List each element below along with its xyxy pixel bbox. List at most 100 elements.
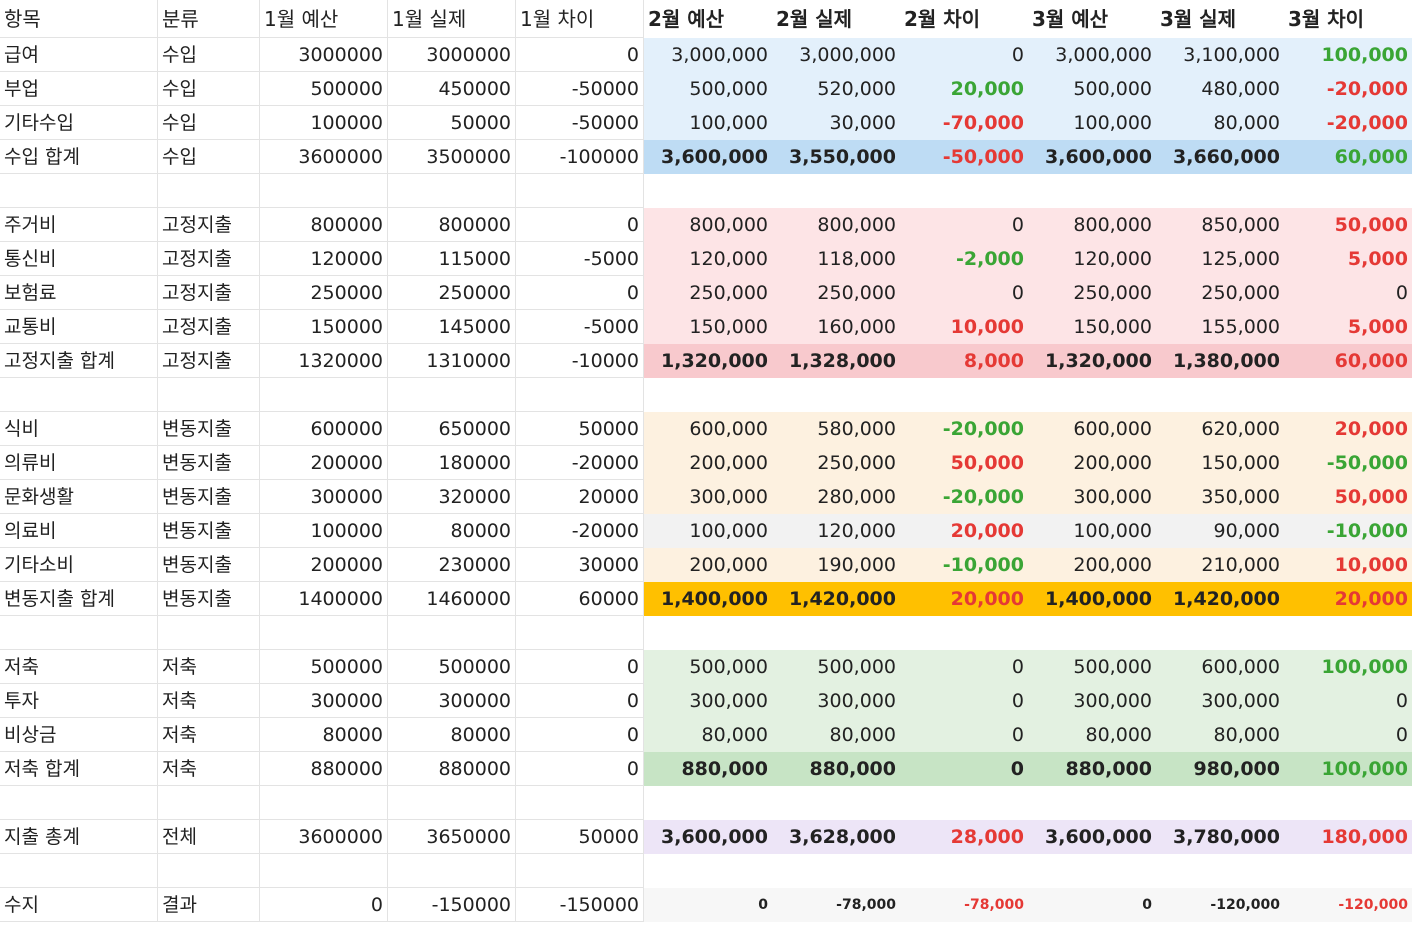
cell: 500000 [260,650,388,684]
difference-cell: -10,000 [900,548,1028,582]
cell: 600000 [260,412,388,446]
difference-cell: 0 [900,718,1028,752]
cell: 전체 [158,820,260,854]
cell: 수지 [0,888,158,922]
blank-cell [158,786,260,820]
difference-cell: 60,000 [1284,140,1412,174]
value-cell: 160,000 [772,310,900,344]
cell: 200000 [260,446,388,480]
cell: 고정지출 합계 [0,344,158,378]
cell: 기타소비 [0,548,158,582]
value-cell: 1,320,000 [1028,344,1156,378]
column-header: 3월 차이 [1288,7,1365,31]
cell: 50000 [388,106,516,140]
value-cell: 1,320,000 [644,344,772,378]
blank-cell [0,786,158,820]
blank-cell [260,616,388,650]
value-cell: 300,000 [1156,684,1284,718]
cell: 저축 [158,650,260,684]
cell: 수입 [158,140,260,174]
cell: 0 [516,718,644,752]
value-cell: 125,000 [1156,242,1284,276]
value-cell: 80,000 [1028,718,1156,752]
value-cell: 3,780,000 [1156,820,1284,854]
difference-cell: -50,000 [1284,446,1412,480]
cell: 500000 [260,72,388,106]
cell: 0 [516,650,644,684]
blank-cell [0,616,158,650]
value-cell: 1,400,000 [1028,582,1156,616]
blank-cell [516,786,644,820]
value-cell: 250,000 [772,446,900,480]
value-cell: 3,000,000 [772,38,900,72]
value-cell: 580,000 [772,412,900,446]
value-cell: 3,000,000 [644,38,772,72]
difference-cell: 20,000 [1284,582,1412,616]
value-cell: 850,000 [1156,208,1284,242]
value-cell: 118,000 [772,242,900,276]
cell: 300000 [388,684,516,718]
difference-cell: 0 [1284,718,1412,752]
value-cell: 1,380,000 [1156,344,1284,378]
cell: 수입 [158,38,260,72]
cell: 식비 [0,412,158,446]
value-cell: 880,000 [1028,752,1156,786]
value-cell: 1,328,000 [772,344,900,378]
column-header: 항목 [0,0,158,38]
value-cell: 200,000 [1028,548,1156,582]
cell: 320000 [388,480,516,514]
cell: 115000 [388,242,516,276]
difference-cell: 10,000 [900,310,1028,344]
value-cell: 350,000 [1156,480,1284,514]
cell: 부업 [0,72,158,106]
difference-cell: 20,000 [900,514,1028,548]
value-cell: 300,000 [644,684,772,718]
blank-cell [158,616,260,650]
value-cell: 300,000 [1028,684,1156,718]
difference-cell: -20,000 [1284,72,1412,106]
value-cell: 480,000 [1156,72,1284,106]
value-cell: 600,000 [1156,650,1284,684]
cell: -5000 [516,310,644,344]
value-cell: 250,000 [1156,276,1284,310]
column-header: 2월 차이 [904,7,981,31]
column-header: 1월 실제 [388,0,516,38]
value-cell: 500,000 [1028,650,1156,684]
cell: 800000 [260,208,388,242]
value-cell: 200,000 [1028,446,1156,480]
difference-cell: -2,000 [900,242,1028,276]
difference-cell: 20,000 [900,72,1028,106]
difference-cell: 20,000 [1284,412,1412,446]
cell: 저축 [158,718,260,752]
cell: 기타수입 [0,106,158,140]
value-cell: 150,000 [1028,310,1156,344]
difference-cell: 0 [900,650,1028,684]
cell: 고정지출 [158,344,260,378]
value-cell: 100,000 [1028,106,1156,140]
cell: 변동지출 [158,480,260,514]
blank-cell [516,174,644,208]
column-header: 분류 [158,0,260,38]
cell: 변동지출 [158,548,260,582]
difference-cell: -20,000 [900,480,1028,514]
value-cell: 800,000 [644,208,772,242]
cell: 230000 [388,548,516,582]
cell: 145000 [388,310,516,344]
value-cell: 500,000 [644,650,772,684]
cell: 통신비 [0,242,158,276]
value-cell: 3,100,000 [1156,38,1284,72]
cell: 고정지출 [158,242,260,276]
cell: 문화생활 [0,480,158,514]
column-header: 2월 실제 [776,7,853,31]
cell: 650000 [388,412,516,446]
blank-cell [158,854,260,888]
value-cell: 880,000 [644,752,772,786]
value-cell: 0 [644,888,772,922]
cell: 변동지출 [158,446,260,480]
value-cell: 210,000 [1156,548,1284,582]
value-cell: 500,000 [1028,72,1156,106]
cell: 주거비 [0,208,158,242]
value-cell: 120,000 [1028,242,1156,276]
blank-cell [388,174,516,208]
